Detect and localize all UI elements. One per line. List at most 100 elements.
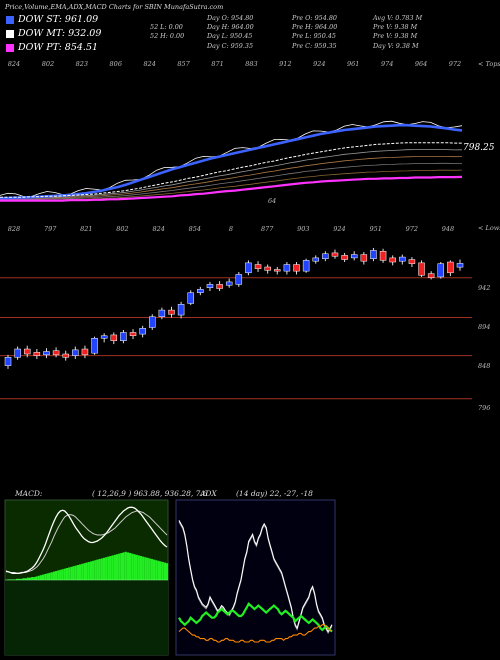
ema-chart: 824 802 823 806 824 857 871 883 912 924 961 974 964 9…: [0, 60, 463, 202]
macd-histogram-bar: [115, 554, 119, 580]
price-top-label: 877: [261, 225, 274, 233]
candle-body: [62, 353, 69, 358]
info-52week: 52 L: 0.00 52 H: 0.00: [150, 23, 184, 41]
legend-swatch-pt: [6, 43, 14, 52]
macd-histogram-bar: [163, 562, 167, 580]
macd-histogram-bar: [96, 559, 99, 580]
macd-histogram-bar: [150, 559, 153, 580]
adx-series-plusminus-di: [178, 602, 333, 633]
legend-swatch-st: [6, 15, 14, 24]
macd-histogram-bar: [46, 573, 49, 580]
macd-histogram-bar: [133, 554, 136, 580]
candle-body: [264, 266, 271, 271]
ema-top-label: 802: [42, 60, 54, 68]
info-pre-volume-1: Pre V: 9.38 M: [373, 23, 418, 32]
macd-histogram-bar: [37, 575, 40, 580]
candle-body: [418, 262, 425, 276]
macd-histogram-bar: [83, 563, 86, 580]
macd-histogram-bar: [61, 569, 64, 580]
price-top-label: 903: [297, 225, 309, 233]
macd-histogram-bar: [22, 578, 25, 580]
macd-histogram-bar: [118, 553, 121, 580]
price-top-label: 8: [229, 225, 233, 233]
macd-histogram-bar: [28, 577, 32, 580]
macd-histogram-bar: [126, 552, 130, 580]
site-name: MunafaSutra.com: [164, 3, 224, 11]
candle-body: [120, 332, 127, 341]
price-top-label: 797: [44, 225, 57, 233]
macd-title: MACD:: [15, 489, 42, 498]
price-top-label: 924: [333, 225, 345, 233]
macd-lower-band: [5, 580, 168, 655]
candle-body: [322, 253, 329, 259]
macd-histogram-bar: [11, 579, 14, 580]
candle-body: [139, 328, 146, 335]
macd-histogram-bar: [48, 572, 51, 580]
candle-body: [225, 281, 233, 286]
info-52-low: 52 L: 0.00: [150, 23, 183, 31]
candle-body: [81, 348, 89, 356]
macd-line: [5, 506, 168, 574]
candle-body: [293, 264, 300, 272]
macd-histogram-bar: [166, 563, 169, 580]
candle-body: [197, 289, 204, 293]
candle-body: [302, 260, 310, 272]
macd-histogram-bar: [155, 560, 158, 580]
candle-body: [399, 256, 406, 262]
macd-histogram-bar: [129, 553, 132, 580]
legend-item-dow-mt: DOW MT: 932.09: [6, 28, 101, 39]
price-top-label: 948: [442, 225, 454, 233]
macd-histogram-bar: [20, 578, 23, 580]
macd-histogram-bar: [100, 558, 103, 580]
legend-label-pt: DOW PT: 854.51: [18, 42, 99, 53]
macd-params: ( 12,26,9 ) 963.88, 936.28, 7.6: [92, 489, 208, 498]
macd-histogram-bar: [105, 557, 108, 580]
adx-title: ADX: [200, 489, 217, 498]
candle-body: [149, 316, 156, 328]
candle-body: [216, 284, 223, 289]
macd-histogram-bar: [26, 577, 29, 580]
macd-histogram-bar: [39, 575, 43, 580]
ema-value-label: 798.25: [463, 143, 495, 153]
ema-top-label: 972: [449, 60, 461, 68]
candle-body: [206, 284, 214, 288]
ema-top-label: 824: [143, 60, 155, 68]
macd-histogram-bar: [18, 578, 21, 580]
info-day: Day O: 954.80 Day H: 964.00 Day L: 950.4…: [207, 14, 254, 51]
macd-histogram-bar: [72, 566, 75, 580]
adx-params: (14 day) 22, -27, -18: [236, 489, 313, 498]
macd-histogram-bar: [87, 562, 90, 580]
macd-histogram-bar: [41, 574, 45, 580]
info-pre-open: Pre O: 954.80: [292, 14, 337, 22]
ema-bottom-label: 64: [268, 197, 277, 205]
macd-histogram-bar: [55, 571, 58, 580]
candle-body: [4, 357, 12, 366]
macd-histogram-bar: [44, 574, 47, 580]
price-level-label-848: 848: [478, 362, 491, 370]
info-avg-volume: Avg V: 0.783 M: [373, 14, 423, 22]
macd-histogram-bar: [94, 560, 97, 580]
ema-band-line: [0, 156, 463, 199]
price-level-label-894: 894: [478, 323, 491, 331]
ema-series-dow-pt: [0, 175, 463, 202]
ema-top-label: 912: [279, 60, 291, 68]
candle-body: [158, 309, 166, 317]
macd-histogram-bar: [68, 567, 71, 580]
macd-histogram-bar: [120, 553, 123, 580]
price-level-label-796: 796: [478, 404, 491, 412]
candle-body: [389, 257, 396, 263]
macd-histogram-bar: [52, 571, 56, 580]
macd-histogram-bar: [63, 568, 66, 580]
price-top-label: 951: [369, 225, 381, 233]
candle-body: [100, 335, 108, 339]
candle-body: [235, 274, 243, 285]
price-lows-label: < Lows: [478, 224, 500, 232]
macd-histogram-bar: [15, 578, 19, 580]
macd-signal-line: [6, 510, 168, 574]
macd-histogram-bar: [33, 577, 36, 580]
candle-body: [129, 332, 137, 337]
candle-body: [14, 348, 21, 358]
adx-background: [175, 499, 336, 656]
macd-histogram-bar: [124, 551, 127, 580]
